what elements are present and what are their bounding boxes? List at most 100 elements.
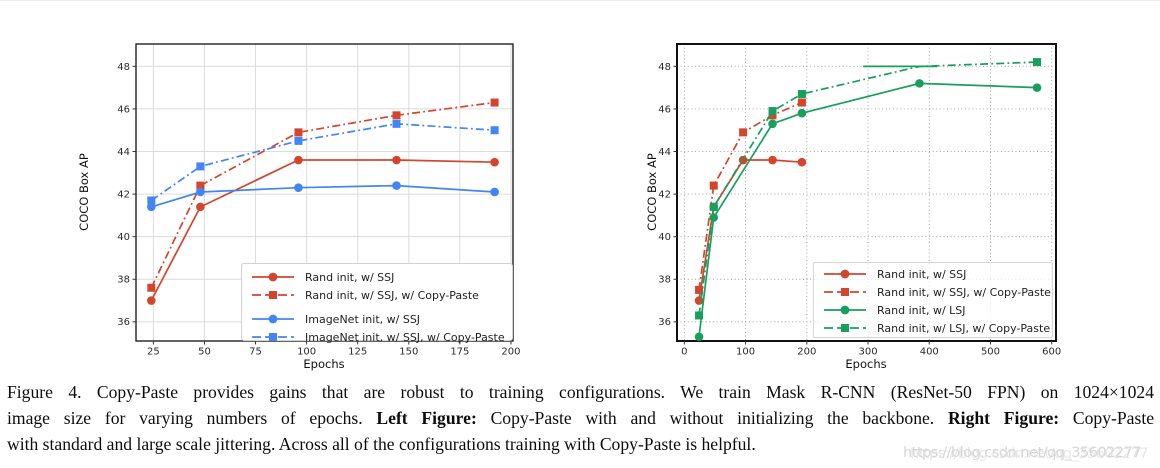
legend-label: ImageNet init, w/ SSJ bbox=[305, 312, 421, 326]
legend-item: ImageNet init, w/ SSJ bbox=[251, 310, 512, 328]
legend-item: Rand init, w/ SSJ bbox=[251, 268, 512, 286]
data-point-marker bbox=[768, 111, 777, 120]
series-line bbox=[698, 159, 802, 301]
x-tick-label: 50 bbox=[198, 347, 211, 358]
x-tick-label: 125 bbox=[348, 347, 367, 358]
x-tick-label: 0 bbox=[681, 347, 687, 358]
data-point-marker bbox=[392, 111, 401, 120]
x-tick-label: 175 bbox=[450, 347, 469, 358]
data-point-marker bbox=[294, 155, 303, 165]
legend-label: Rand init, w/ SSJ bbox=[305, 270, 395, 284]
series-line bbox=[150, 122, 495, 202]
plots-canvas: 25 50 75 100 125 150 175 200 36 38 40 42 44 46 48 0 100… bbox=[77, 43, 1061, 371]
data-point-marker bbox=[490, 157, 499, 167]
data-point-marker bbox=[196, 162, 205, 171]
data-point-marker bbox=[768, 155, 777, 165]
legend-label: ImageNet init, w/ SSJ, w/ Copy-Paste bbox=[305, 330, 505, 344]
legend-line-sample bbox=[252, 333, 294, 341]
x-tick-label: 75 bbox=[249, 347, 262, 358]
right-chart: 0 100 200 300 400 500 600 36 38 40 42 44 46 48 bbox=[658, 43, 1061, 358]
y-tick-label: 40 bbox=[117, 232, 130, 243]
plot-border bbox=[676, 43, 1057, 342]
data-point-marker bbox=[196, 187, 205, 197]
y-tick-label: 46 bbox=[117, 104, 130, 115]
legend-line-sample bbox=[252, 291, 294, 299]
data-point-marker bbox=[147, 196, 156, 205]
y-tick-label: 42 bbox=[658, 189, 671, 200]
data-point-marker bbox=[490, 187, 499, 197]
legend-label: Rand init, w/ SSJ, w/ Copy-Paste bbox=[305, 288, 479, 302]
x-tick-label: 500 bbox=[981, 347, 1000, 358]
data-point-marker bbox=[196, 181, 205, 190]
x-tick-label: 200 bbox=[501, 347, 520, 358]
series-line bbox=[698, 82, 1038, 337]
y-tick-label: 36 bbox=[658, 317, 671, 328]
data-point-marker bbox=[797, 98, 806, 107]
caption-segment: Figure 4. Copy-Paste provides gains that… bbox=[7, 382, 1154, 402]
legend-label: Rand init, w/ SSJ, w/ Copy-Paste bbox=[877, 285, 1051, 299]
data-point-marker bbox=[490, 126, 499, 135]
right-xaxis-label: Epochs bbox=[845, 357, 886, 371]
legend-label: Rand init, w/ SSJ bbox=[877, 267, 967, 281]
caption-segment: with standard and large scale jittering.… bbox=[7, 433, 756, 454]
data-point-marker bbox=[797, 108, 807, 118]
x-tick-label: 300 bbox=[858, 347, 877, 358]
plot-border bbox=[135, 43, 514, 342]
legend-item: Rand init, w/ LSJ, w/ Copy-Paste bbox=[823, 319, 1052, 337]
data-point-marker bbox=[797, 90, 806, 99]
legend-item: Rand init, w/ SSJ, w/ Copy-Paste bbox=[251, 286, 512, 304]
data-point-marker bbox=[694, 332, 704, 342]
y-tick-label: 46 bbox=[658, 104, 671, 115]
series-line bbox=[150, 101, 495, 289]
data-point-marker bbox=[147, 296, 156, 305]
data-point-marker bbox=[695, 285, 704, 294]
data-point-marker bbox=[147, 202, 156, 212]
y-tick-label: 44 bbox=[117, 147, 130, 158]
caption-segment: Copy-Paste with and without initializing… bbox=[476, 407, 948, 428]
data-point-marker bbox=[392, 119, 401, 128]
data-point-marker bbox=[196, 202, 205, 212]
data-point-marker bbox=[294, 136, 303, 145]
data-point-marker bbox=[768, 107, 777, 116]
x-tick-label: 100 bbox=[736, 347, 755, 358]
legend-line-sample bbox=[824, 269, 866, 279]
caption-bold-segment: Right Figure: bbox=[947, 407, 1060, 428]
right-chart-legend: Rand init, w/ SSJ Rand init, w/ SSJ, w/ C… bbox=[813, 262, 1053, 338]
x-tick-label: 200 bbox=[797, 347, 816, 358]
data-point-marker bbox=[739, 128, 748, 137]
caption-line: image size for varying numbers of epochs… bbox=[7, 406, 1154, 432]
y-tick-label: 48 bbox=[658, 62, 671, 73]
y-tick-label: 38 bbox=[658, 275, 671, 286]
x-tick-label: 100 bbox=[297, 347, 316, 358]
legend-item: ImageNet init, w/ SSJ, w/ Copy-Paste bbox=[251, 328, 512, 346]
legend-label: Rand init, w/ LSJ, w/ Copy-Paste bbox=[877, 321, 1051, 335]
x-tick-label: 400 bbox=[920, 347, 939, 358]
figure-caption: Figure 4. Copy-Paste provides gains that… bbox=[7, 380, 1154, 457]
y-tick-label: 48 bbox=[117, 62, 130, 73]
x-tick-label: 25 bbox=[147, 347, 160, 358]
series-line bbox=[698, 101, 803, 291]
caption-line: Figure 4. Copy-Paste provides gains that… bbox=[7, 380, 1154, 406]
y-tick-label: 42 bbox=[117, 189, 130, 200]
caption-segment: Copy-Paste bbox=[1059, 407, 1155, 428]
legend-line-sample bbox=[252, 272, 294, 282]
legend-line-sample bbox=[252, 314, 294, 324]
data-point-marker bbox=[1032, 83, 1042, 92]
data-point-marker bbox=[709, 213, 719, 222]
data-point-marker bbox=[915, 79, 924, 88]
legend-item: Rand init, w/ SSJ bbox=[823, 265, 1052, 283]
x-tick-label: 600 bbox=[1042, 347, 1061, 358]
data-point-marker bbox=[1033, 58, 1042, 67]
right-yaxis-label: COCO Box AP bbox=[645, 153, 659, 231]
legend-item: Rand init, w/ LSJ bbox=[823, 301, 1052, 319]
data-point-marker bbox=[392, 155, 401, 165]
left-xaxis-label: Epochs bbox=[303, 357, 344, 371]
legend-line-sample bbox=[824, 288, 866, 296]
left-yaxis-label: COCO Box AP bbox=[77, 153, 91, 231]
data-point-marker bbox=[797, 157, 807, 167]
y-tick-label: 38 bbox=[117, 275, 130, 286]
data-point-marker bbox=[768, 119, 777, 129]
y-tick-label: 40 bbox=[658, 232, 671, 243]
series-line bbox=[698, 61, 1038, 316]
